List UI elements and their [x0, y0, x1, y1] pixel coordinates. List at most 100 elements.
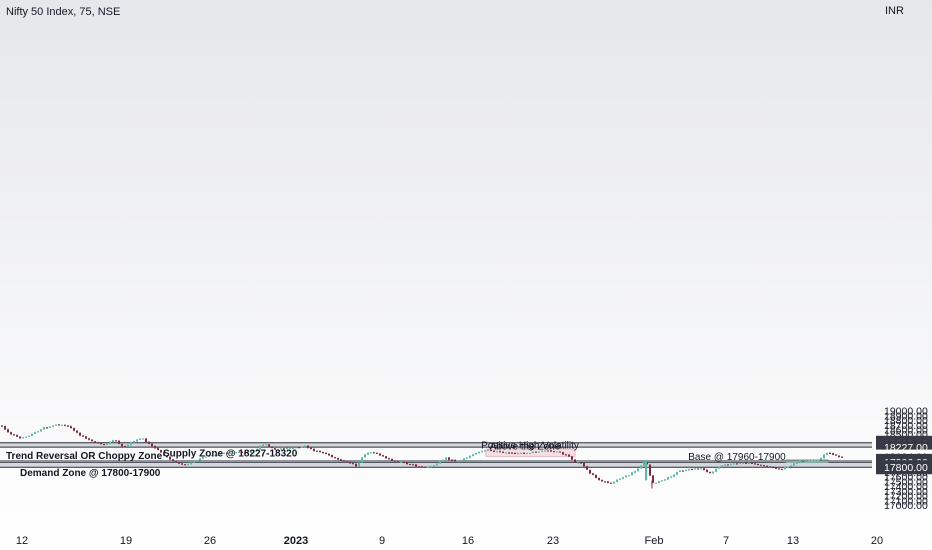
candle-body-up	[190, 462, 192, 465]
candle-body-down	[595, 474, 597, 478]
candle-body-up	[472, 454, 474, 457]
candle-body-down	[610, 482, 612, 484]
candle-body-up	[556, 451, 558, 453]
candle-body-up	[469, 455, 471, 458]
candle-body-down	[766, 465, 768, 467]
candle-body-down	[601, 479, 603, 482]
candle-body-down	[340, 459, 342, 461]
candle-body-up	[202, 457, 204, 459]
candle-body-down	[565, 454, 567, 456]
candle-body-up	[280, 448, 282, 450]
candle-body-down	[19, 436, 21, 439]
candle-body-down	[271, 446, 273, 449]
supply-zone-label: Supply Zone @ 18227-18320	[163, 449, 298, 460]
candle-body-down	[568, 454, 570, 457]
candle-body-down	[76, 430, 78, 433]
candle-body-down	[103, 444, 105, 446]
y-tick-label: 17000.00	[884, 500, 928, 512]
candle-body-down	[454, 459, 456, 462]
candle-body-up	[238, 451, 240, 453]
candle-body-up	[436, 463, 438, 466]
supply-zone-band	[0, 442, 872, 448]
candle-body-up	[211, 455, 213, 457]
candle-body-down	[10, 432, 12, 435]
candle-body-down	[268, 444, 270, 447]
candle-body-up	[688, 469, 690, 471]
symbol-title: Nifty 50 Index, 75, NSE	[6, 6, 120, 18]
candle-body-up	[724, 464, 726, 466]
candle-body-up	[532, 451, 534, 454]
candle-body-down	[79, 432, 81, 436]
candle-body-down	[583, 462, 585, 467]
y-tick-label: 17600.00	[884, 472, 928, 484]
candle-body-up	[616, 479, 618, 482]
candles-layer	[1, 423, 843, 489]
candle-body-down	[226, 452, 228, 454]
candle-body-up	[517, 453, 519, 455]
candle-body-down	[58, 424, 60, 426]
candle-body-up	[460, 460, 462, 462]
candle-body-down	[175, 460, 177, 463]
candle-body-up	[301, 446, 303, 448]
candle-body-up	[664, 479, 666, 481]
candle-body-up	[55, 424, 57, 426]
candle-body-up	[463, 458, 465, 460]
candle-body-down	[13, 434, 15, 436]
candle-body-up	[109, 442, 111, 444]
candle-body-up	[481, 451, 483, 453]
candle-body-down	[172, 459, 174, 461]
candle-body-up	[400, 461, 402, 463]
candle-body-down	[184, 464, 186, 466]
candle-body-down	[160, 450, 162, 453]
candle-body-up	[133, 441, 135, 443]
candle-body-down	[772, 466, 774, 468]
candle-body-down	[100, 443, 102, 445]
candle-body-up	[262, 444, 264, 446]
candle-body-down	[559, 451, 561, 453]
annotation-text: Base @ 17960-17900	[688, 452, 786, 463]
candle-body-up	[208, 455, 210, 457]
x-axis: 12 19 26 2023 9 16 23 Feb 7 13 20	[16, 535, 883, 547]
candle-body-up	[193, 461, 195, 463]
candle-body-up	[220, 453, 222, 455]
candle-body-down	[394, 460, 396, 462]
candle-body-down	[499, 451, 501, 453]
candle-body-up	[232, 452, 234, 454]
candle-body-up	[52, 425, 54, 427]
candle-body-up	[217, 454, 219, 456]
candle-body-up	[484, 450, 486, 452]
candle-body-down	[385, 456, 387, 459]
candle-body-up	[670, 476, 672, 478]
candle-body-down	[349, 462, 351, 464]
candle-body-down	[67, 425, 69, 427]
candle-body-down	[322, 451, 324, 454]
candle-body-down	[550, 450, 552, 452]
candle-body-down	[841, 456, 843, 458]
y-tick-label: 17200.00	[884, 491, 928, 503]
candle-body-down	[493, 450, 495, 452]
candle-body-down	[151, 443, 153, 447]
y-tick-label: 17300.00	[884, 486, 928, 498]
currency-label: INR	[885, 5, 904, 17]
candle-body-up	[628, 475, 630, 477]
candle-body-down	[97, 442, 99, 444]
candle-body-up	[214, 455, 216, 457]
candle-body-down	[682, 470, 684, 472]
candle-body-up	[196, 460, 198, 462]
candle-body-up	[292, 447, 294, 449]
candle-body-down	[337, 457, 339, 460]
candle-body-up	[784, 466, 786, 470]
candle-body-up	[685, 470, 687, 472]
level-label: Trend Reversal OR Choppy Zone	[6, 451, 163, 462]
candle-body-up	[130, 442, 132, 445]
candle-body-down	[1, 425, 3, 427]
candle-body-down	[148, 441, 150, 444]
candle-body-up	[742, 462, 744, 464]
candle-body-up	[223, 452, 225, 454]
candle-body-up	[187, 464, 189, 466]
candle-body-up	[826, 452, 828, 455]
candle-body-down	[145, 438, 147, 442]
